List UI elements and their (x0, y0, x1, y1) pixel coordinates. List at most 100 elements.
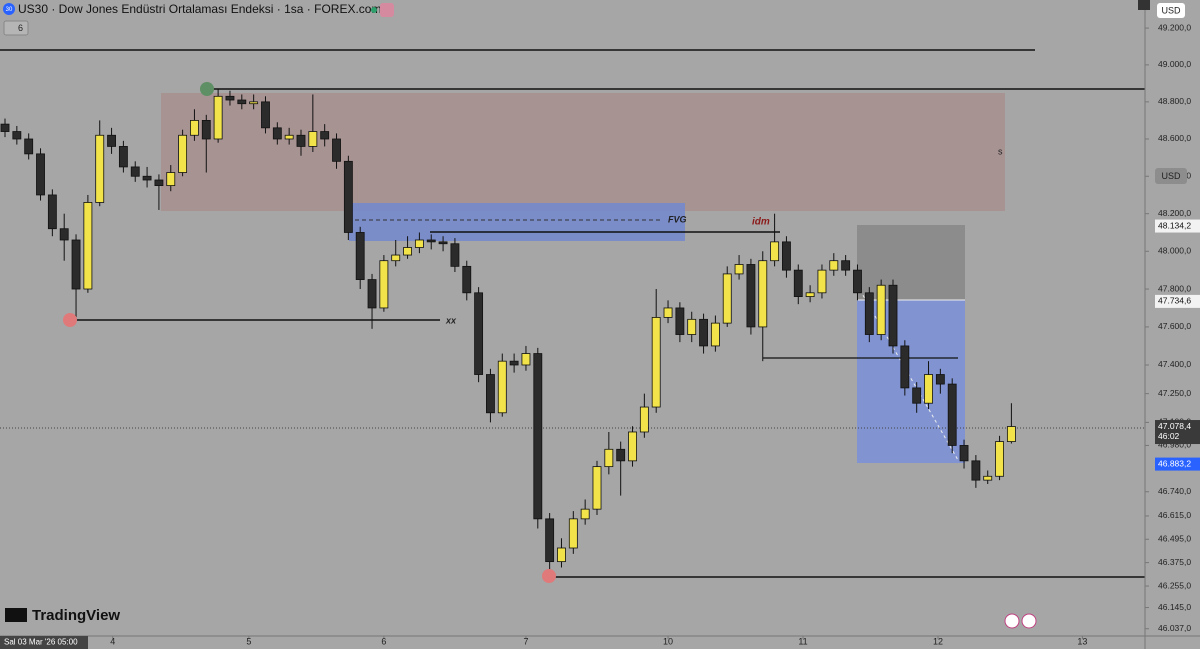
x-tick-label: 13 (1077, 636, 1087, 646)
axes: 49.200,049.000,048.800,048.600,048.400,0… (0, 22, 1200, 649)
indicator-count: 6 (18, 23, 23, 33)
candle-body (853, 269, 862, 294)
event-icon[interactable] (1021, 613, 1037, 629)
symbol-badge-text: 30 (6, 7, 13, 13)
s-label: s (998, 146, 1003, 156)
candle-body (829, 260, 839, 271)
x-tick-label: 12 (933, 636, 943, 646)
candle-body (722, 273, 732, 324)
candle-body (782, 241, 791, 271)
candle-body (59, 228, 69, 241)
candle-body (414, 239, 424, 248)
candle-body (746, 264, 756, 328)
axis-currency: USD (1161, 171, 1181, 181)
y-tick-label: 46.980,0 (1158, 440, 1191, 450)
candle-body (462, 265, 472, 294)
event-icon[interactable] (1004, 613, 1020, 629)
stop-zone (857, 225, 965, 300)
y-tick-label: 48.800,0 (1158, 96, 1191, 106)
axis-currency-box (1155, 168, 1187, 184)
y-tick-label: 46.740,0 (1158, 486, 1191, 496)
candle-body (426, 239, 436, 243)
candle-body (651, 317, 661, 408)
swing-marker (542, 569, 556, 583)
candle-body (699, 318, 708, 347)
candle-body (355, 232, 365, 280)
symbol-badge (3, 3, 15, 15)
price-tag-label: 47.734,6 (1158, 296, 1191, 306)
y-tick-label: 49.000,0 (1158, 59, 1191, 69)
candle-body (166, 172, 176, 187)
settings-icon[interactable] (1138, 0, 1150, 10)
candle-body (900, 345, 910, 389)
indicator-toggle[interactable] (3, 20, 29, 36)
candle-body (130, 166, 140, 177)
candle-body (343, 160, 353, 233)
candle-body (391, 254, 401, 262)
candle-body (912, 387, 922, 404)
symbol-title: US30 · Dow Jones Endüstri Ortalaması End… (18, 2, 381, 16)
candle-body (545, 518, 555, 563)
candle-body (557, 547, 566, 563)
candle-body (367, 279, 377, 309)
price-tag-countdown: 46:02 (1158, 431, 1180, 441)
candle-body (12, 131, 22, 140)
candle-body (864, 292, 874, 335)
target-zone (857, 300, 965, 463)
candle-body (284, 134, 294, 140)
candle-body (509, 360, 519, 366)
candle-body (154, 179, 164, 187)
candle-body (320, 131, 330, 140)
candle-body (568, 518, 578, 549)
price-tag-label: 47.078,4 (1158, 421, 1191, 431)
candle-body (450, 243, 460, 267)
swing-marker (200, 82, 214, 96)
candle-body (296, 134, 306, 147)
x-tick-label: 7 (523, 636, 528, 646)
candle-body (793, 269, 803, 297)
candle-body (249, 101, 259, 105)
candle-body (83, 202, 93, 290)
y-tick-label: 46.037,0 (1158, 623, 1191, 633)
candle-body (628, 431, 637, 462)
price-tag (1155, 420, 1200, 445)
x-tick-label: 6 (381, 636, 386, 646)
logo-mark (5, 608, 27, 622)
xx-label: xx (445, 315, 457, 325)
candle-body (118, 146, 128, 168)
candle-body (71, 239, 81, 290)
candle-body (935, 374, 945, 385)
candle-body (1006, 426, 1016, 442)
candle-body (95, 134, 105, 203)
candle-body (213, 95, 223, 140)
candle-body (201, 120, 211, 140)
currency-button[interactable] (1157, 3, 1185, 18)
candles (0, 88, 1016, 578)
y-tick-label: 47.600,0 (1158, 321, 1191, 331)
candle-body (616, 448, 626, 462)
fvg-label: FVG (668, 214, 687, 224)
candle-body (521, 353, 531, 366)
y-tick-label: 49.200,0 (1158, 22, 1191, 32)
currency-label: USD (1161, 5, 1181, 15)
candle-body (734, 264, 744, 275)
candle-body (438, 241, 448, 245)
y-tick-label: 46.375,0 (1158, 557, 1191, 567)
candle-body (770, 241, 780, 262)
candle-body (0, 123, 10, 132)
status-badge (380, 3, 394, 17)
candle-body (817, 269, 827, 294)
price-tag (1155, 219, 1200, 233)
price-tag-label: 48.134,2 (1158, 220, 1191, 230)
candle-body (474, 292, 484, 375)
candle-body (178, 134, 188, 173)
candle-body (24, 138, 34, 155)
candle-body (675, 307, 685, 335)
supply-zone (161, 93, 1005, 211)
candle-body (983, 475, 993, 481)
y-tick-label: 46.495,0 (1158, 533, 1191, 543)
price-tag (1155, 294, 1200, 308)
candle-body (888, 284, 898, 347)
candle-body (639, 406, 649, 433)
